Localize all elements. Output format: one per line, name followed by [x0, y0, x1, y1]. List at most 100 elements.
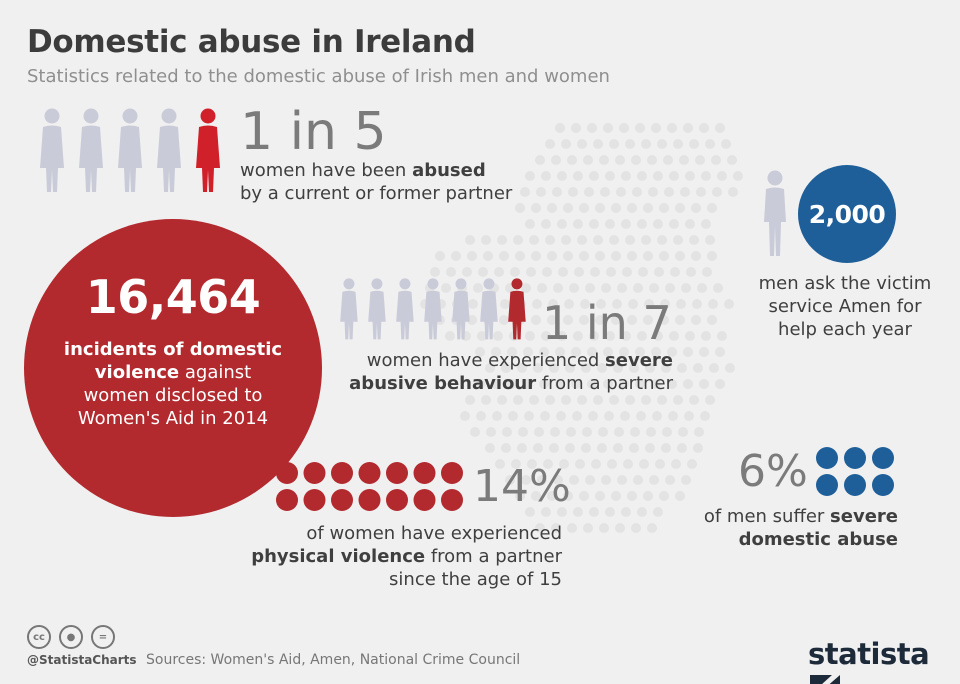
blue-dot — [844, 447, 866, 469]
map-dot — [577, 395, 587, 405]
map-dot — [697, 283, 707, 293]
map-dot — [660, 299, 670, 309]
red-dot — [413, 462, 436, 484]
map-dot — [473, 283, 483, 293]
map-dot — [525, 331, 535, 341]
map-dot — [591, 459, 601, 469]
map-dot — [515, 203, 525, 213]
map-dot — [491, 347, 501, 357]
map-dot — [667, 123, 677, 133]
stat-14-percent-value: 14% — [473, 461, 571, 512]
map-dot — [585, 283, 595, 293]
map-dot — [619, 379, 629, 389]
map-dot — [589, 507, 599, 517]
map-dot — [535, 523, 545, 533]
map-dot — [573, 219, 583, 229]
map-dot — [675, 315, 685, 325]
map-dot — [533, 443, 543, 453]
red-dot — [386, 462, 408, 484]
map-dot — [659, 491, 669, 501]
map-dot — [699, 379, 709, 389]
map-dot — [622, 267, 632, 277]
map-dot — [510, 267, 520, 277]
map-dot — [689, 395, 699, 405]
map-dot — [511, 459, 521, 469]
map-dot — [617, 475, 627, 485]
map-dot — [677, 443, 687, 453]
incidents-value: 16,464 — [85, 270, 261, 324]
map-dot — [653, 171, 663, 181]
map-dot — [678, 427, 688, 437]
map-dot — [679, 155, 689, 165]
map-dot — [641, 235, 651, 245]
map-dot — [614, 427, 624, 437]
map-dot — [521, 283, 531, 293]
map-dot — [652, 411, 662, 421]
map-dot — [595, 315, 605, 325]
map-dot — [446, 267, 456, 277]
map-dot — [664, 187, 674, 197]
map-dot — [481, 235, 491, 245]
map-dot — [713, 283, 723, 293]
map-dot — [621, 219, 631, 229]
woman-figure — [424, 278, 442, 340]
map-dot — [628, 299, 638, 309]
map-dot — [641, 395, 651, 405]
map-dot — [677, 363, 687, 373]
map-dot — [653, 507, 663, 517]
statista-logo-icon — [810, 675, 840, 684]
map-dot — [635, 347, 645, 357]
man-figure — [764, 170, 786, 256]
map-dot — [499, 315, 509, 325]
map-dot — [609, 139, 619, 149]
map-dot — [571, 379, 581, 389]
map-dot — [579, 315, 589, 325]
map-dot — [643, 251, 653, 261]
map-dot — [556, 411, 566, 421]
map-dot — [691, 251, 701, 261]
map-dot — [571, 123, 581, 133]
map-dot — [615, 155, 625, 165]
map-dot — [629, 443, 639, 453]
map-dot — [465, 235, 475, 245]
map-dot — [543, 459, 553, 469]
map-dot — [609, 235, 619, 245]
map-dot — [621, 507, 631, 517]
map-dot — [721, 139, 731, 149]
map-dot — [507, 347, 517, 357]
map-dot — [485, 443, 495, 453]
map-dot — [541, 219, 551, 229]
map-dot — [598, 427, 608, 437]
map-dot — [540, 411, 550, 421]
map-dot — [621, 331, 631, 341]
map-dot — [637, 507, 647, 517]
map-dot — [623, 459, 633, 469]
cc-icon: cc — [27, 625, 51, 649]
map-dot — [653, 219, 663, 229]
red-dot — [276, 462, 298, 484]
statista-handle[interactable]: @StatistaCharts — [27, 653, 137, 667]
map-dot — [501, 443, 511, 453]
men-2000-value: 2,000 — [798, 165, 896, 263]
map-dot — [601, 475, 611, 485]
map-dot — [502, 427, 512, 437]
map-dot — [497, 395, 507, 405]
map-dot — [649, 283, 659, 293]
map-dot — [661, 363, 671, 373]
map-dot — [595, 203, 605, 213]
map-dot — [561, 235, 571, 245]
map-dot — [587, 379, 597, 389]
map-dot — [673, 235, 683, 245]
map-dot — [565, 443, 575, 453]
map-dot — [629, 363, 639, 373]
map-dot — [600, 187, 610, 197]
map-dot — [582, 427, 592, 437]
map-dot — [577, 139, 587, 149]
map-dot — [501, 363, 511, 373]
map-dot — [545, 395, 555, 405]
map-dot — [525, 507, 535, 517]
stat-6-percent-value: 6% — [738, 446, 808, 497]
map-dot — [588, 411, 598, 421]
map-dot — [555, 123, 565, 133]
map-dot — [609, 395, 619, 405]
